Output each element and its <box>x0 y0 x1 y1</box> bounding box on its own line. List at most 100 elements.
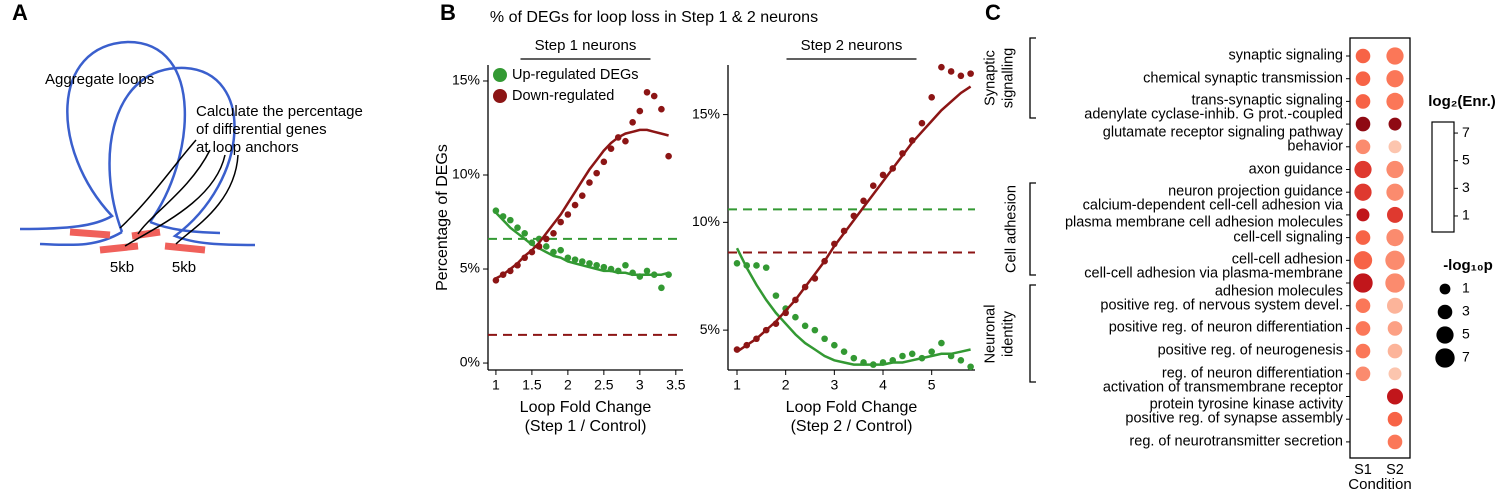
group-bracket <box>1029 182 1036 276</box>
point <box>850 354 858 362</box>
point <box>792 313 799 321</box>
y-tick-label: cell-cell adhesion via plasma-membrane a… <box>1084 265 1343 300</box>
dot <box>1385 250 1405 270</box>
point <box>840 348 848 355</box>
y-tick-label: 15% <box>452 72 480 88</box>
point <box>967 363 974 371</box>
annotation: Calculate the percentage of differential… <box>196 103 363 156</box>
dot <box>1355 116 1371 132</box>
dot <box>1386 47 1404 65</box>
colorbar-tick-label: 5 <box>1462 151 1470 167</box>
point <box>753 262 760 269</box>
y-tick-label: activation of transmembrane receptor pro… <box>1102 379 1343 413</box>
point <box>899 352 906 360</box>
dot <box>1355 298 1371 314</box>
x-tick-label: 3.5 <box>666 377 686 393</box>
y-tick-label: 0% <box>460 354 480 370</box>
point <box>811 326 819 334</box>
fit-line <box>494 211 669 276</box>
dot <box>1355 321 1371 336</box>
point <box>762 264 770 271</box>
anchor <box>99 242 139 254</box>
dot <box>1387 388 1403 405</box>
y-tick-label: chemical synaptic transmission <box>1143 69 1343 86</box>
point <box>514 224 521 231</box>
size-legend-dot <box>1435 348 1455 368</box>
group-label: Cell adhesion <box>1003 185 1020 273</box>
diagram-label: Aggregate loops <box>45 71 154 88</box>
dot <box>1355 71 1371 87</box>
anchor-label: 5kb <box>172 259 196 276</box>
y-axis-title: Percentage of DEGs <box>434 144 451 291</box>
point <box>947 68 955 75</box>
point <box>658 105 665 113</box>
point <box>600 158 608 166</box>
y-tick-label: adenylate cyclase-inhib. G prot.-coupled… <box>1084 106 1343 141</box>
dot <box>1354 183 1372 201</box>
size-legend-label: 7 <box>1462 349 1470 365</box>
y-tick-label: 10% <box>692 213 720 229</box>
y-tick-label: positive reg. of neurogenesis <box>1157 342 1343 359</box>
x-tick-label: S2 <box>1386 462 1404 478</box>
size-legend-dot <box>1437 304 1453 320</box>
y-tick-label: trans-synaptic signaling <box>1191 92 1343 109</box>
colorbar-tick-label: 7 <box>1462 124 1470 140</box>
point <box>665 152 672 160</box>
arrow <box>124 154 226 247</box>
legend-title: log₂(Enr.) <box>1428 93 1496 110</box>
dot <box>1386 70 1404 88</box>
dot <box>1354 160 1372 179</box>
point <box>918 119 926 127</box>
dot <box>1386 183 1404 201</box>
size-legend-dot <box>1439 283 1451 295</box>
dot <box>1356 208 1370 222</box>
point <box>869 182 877 190</box>
point <box>557 218 564 226</box>
point <box>643 267 651 275</box>
x-tick-label: 3 <box>636 377 644 393</box>
y-tick-label: reg. of neurotransmitter secretion <box>1129 433 1343 450</box>
size-legend-dot <box>1436 326 1454 344</box>
x-axis-title: Condition <box>1348 476 1411 491</box>
legend-label: Down-regulated <box>512 88 614 104</box>
x-tick-label: 2.5 <box>594 377 614 393</box>
point <box>957 357 965 364</box>
point <box>772 292 780 299</box>
point <box>578 192 586 199</box>
legend-marker <box>493 68 507 82</box>
loop-diagram <box>19 40 256 254</box>
subtitle: Step 2 neurons <box>801 37 903 54</box>
dot <box>1355 94 1371 109</box>
dot <box>1387 434 1403 450</box>
dot <box>1355 366 1371 382</box>
point <box>643 88 651 96</box>
y-tick-label: synaptic signaling <box>1228 47 1343 64</box>
dot <box>1388 117 1402 131</box>
dot <box>1355 139 1371 155</box>
dot <box>1353 251 1373 270</box>
dot <box>1385 273 1405 293</box>
point <box>967 70 974 77</box>
x-tick-label: S1 <box>1354 462 1372 478</box>
group-bracket <box>1029 284 1036 383</box>
fit-line <box>735 247 971 366</box>
point <box>831 341 838 349</box>
y-tick-label: 5% <box>460 260 480 276</box>
point <box>622 137 629 145</box>
dot <box>1386 228 1404 247</box>
size-legend-label: 3 <box>1462 303 1470 319</box>
point <box>507 216 514 224</box>
point <box>928 94 935 101</box>
x-tick-label: 3 <box>830 377 838 393</box>
y-tick-label: positive reg. of nervous system devel. <box>1100 296 1343 313</box>
figure-title: % of DEGs for loop loss in Step 1 & 2 ne… <box>490 9 818 26</box>
y-tick-label: cell-cell signaling <box>1233 228 1343 245</box>
y-tick-label: 10% <box>452 166 480 182</box>
size-legend-label: 1 <box>1462 280 1470 296</box>
fit-line <box>495 128 669 280</box>
arrow <box>119 139 197 229</box>
legend-label: Up-regulated DEGs <box>512 67 639 83</box>
size-legend-label: 5 <box>1462 326 1470 342</box>
x-tick-label: 5 <box>928 377 936 393</box>
